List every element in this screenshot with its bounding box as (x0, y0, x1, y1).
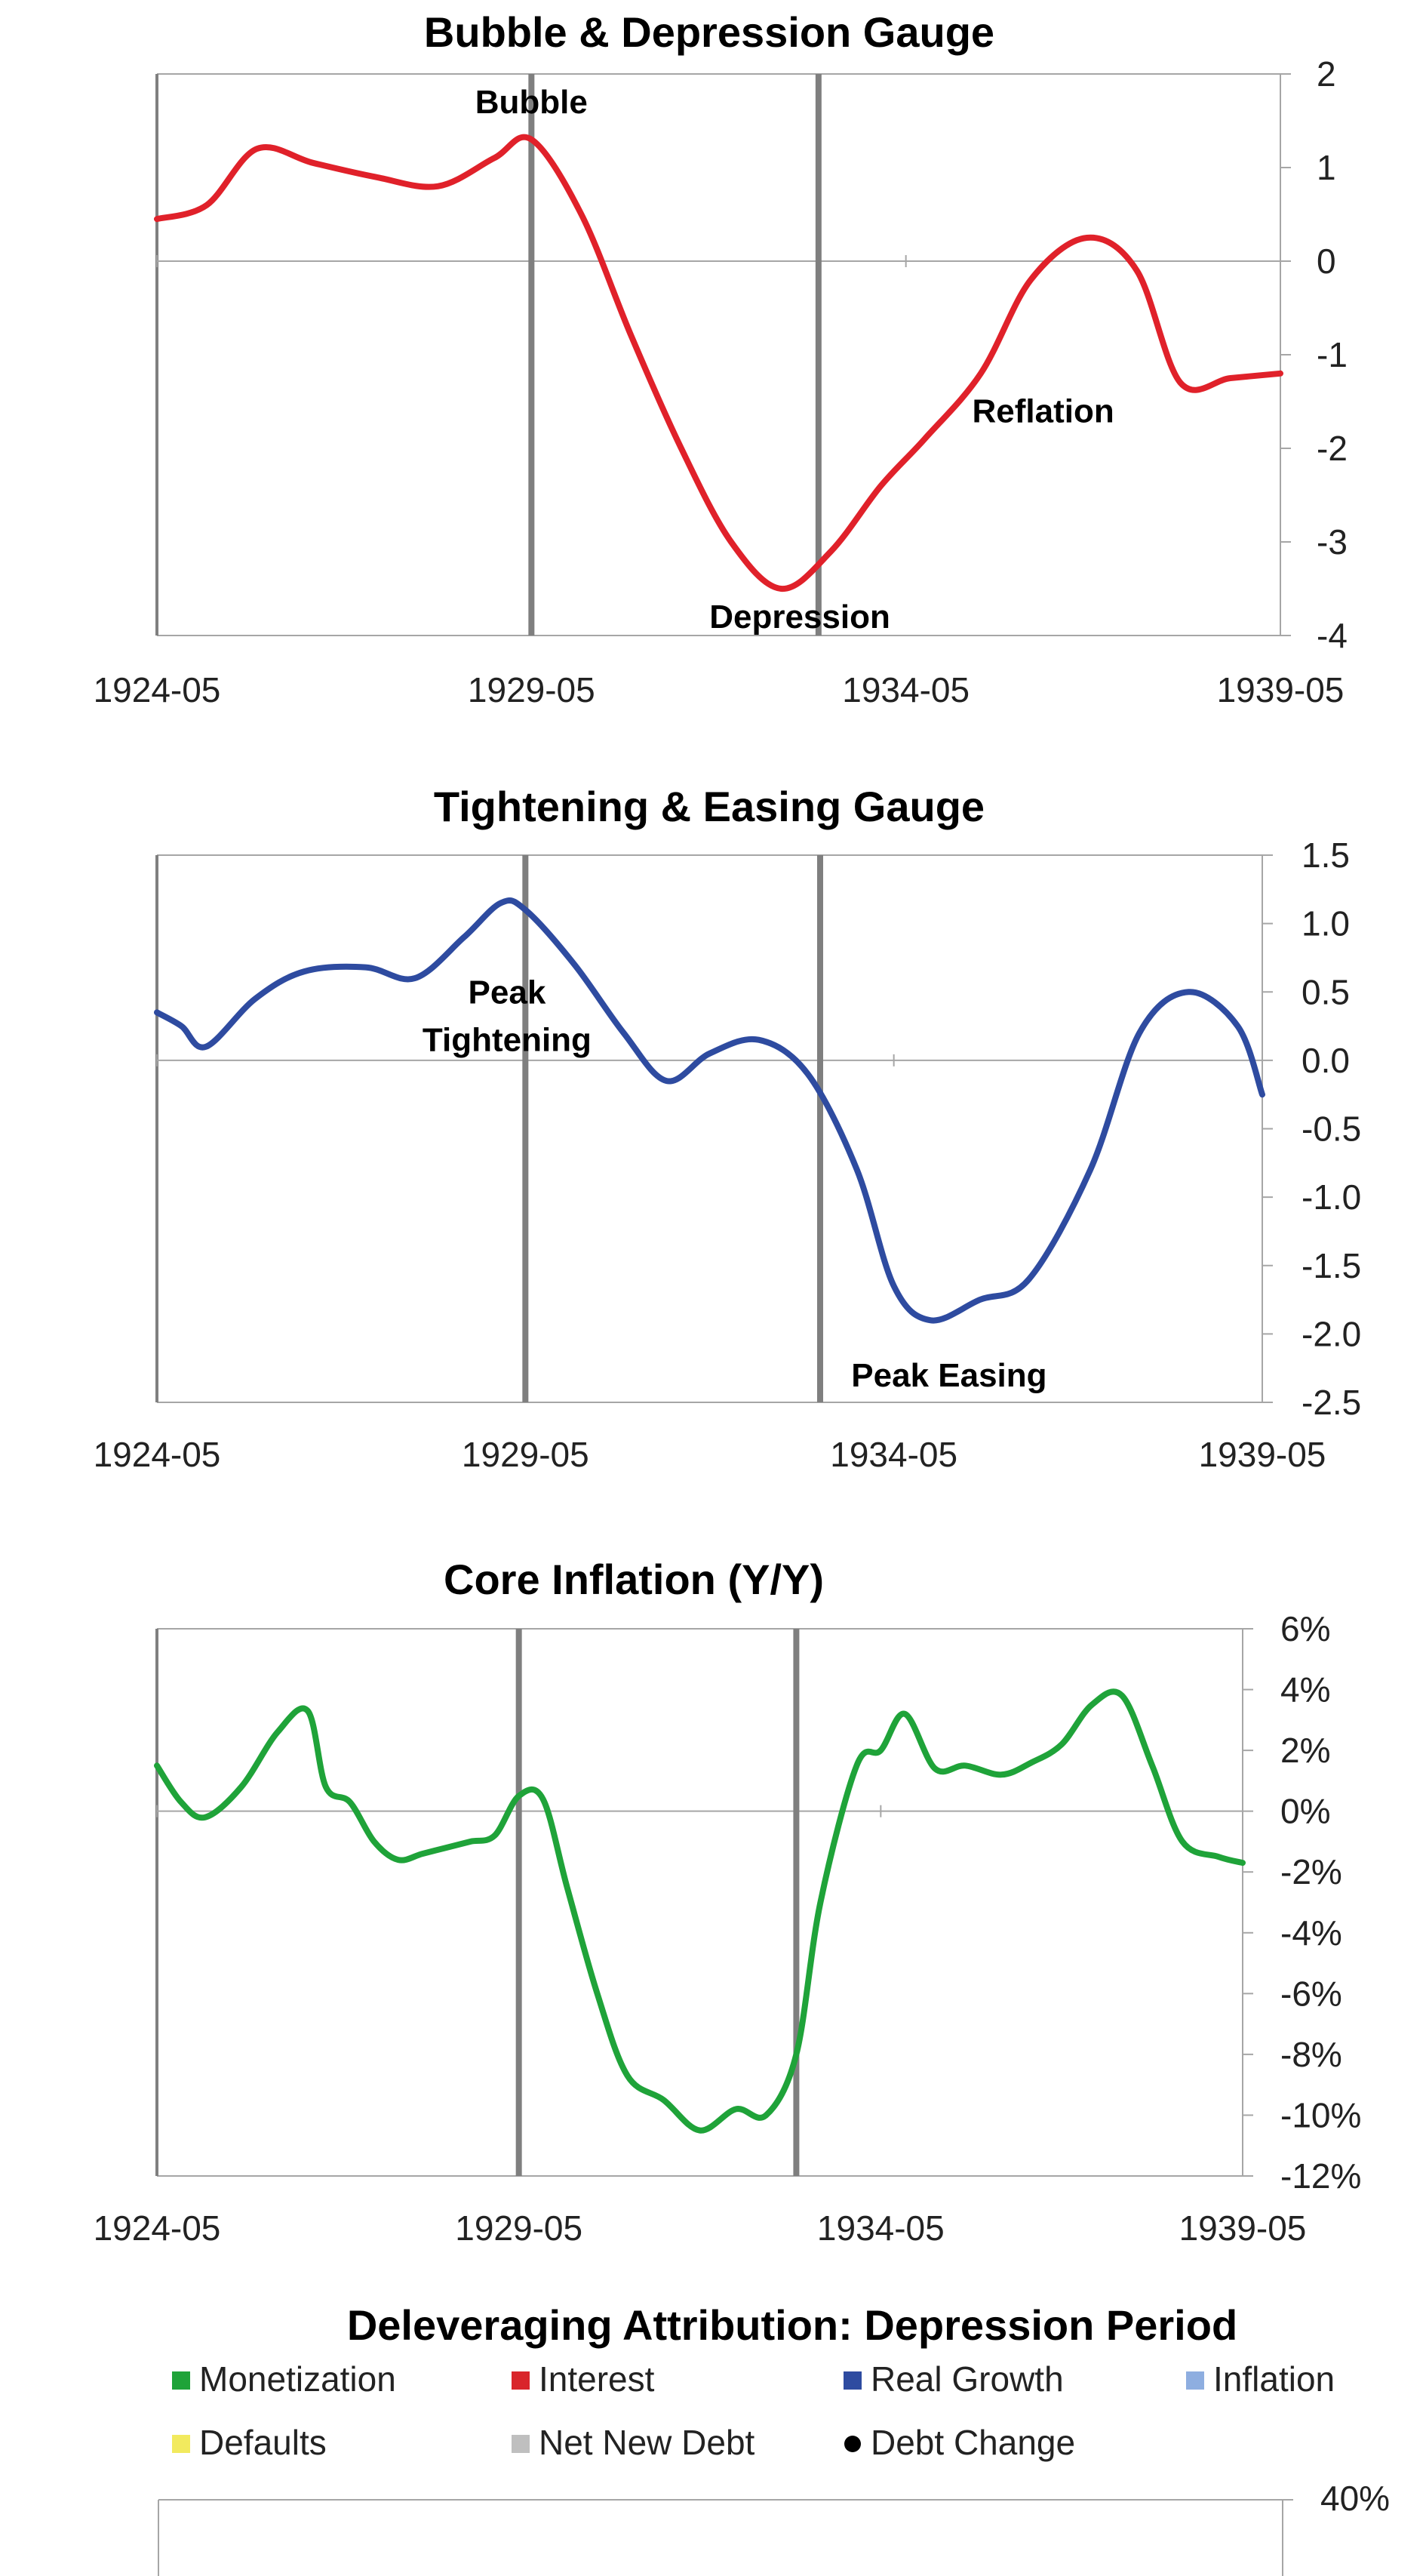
y-tick-label: -4% (1280, 1913, 1342, 1953)
y-tick-label: -2.5 (1302, 1383, 1361, 1422)
legend-marker-square (172, 2435, 190, 2453)
y-tick-label: 40% (1320, 2479, 1390, 2518)
legend-marker-square (512, 2371, 530, 2390)
x-tick-label: 1934-05 (817, 2208, 945, 2248)
y-tick-label: -2% (1280, 1852, 1342, 1891)
y-tick-label: 2 (1317, 54, 1336, 94)
legend-item-label: Inflation (1213, 2359, 1335, 2399)
chart-title: Bubble & Depression Gauge (424, 8, 994, 56)
chart-panel-4: Deleveraging Attribution: Depression Per… (158, 2301, 1390, 2576)
y-tick-label: 6% (1280, 1609, 1330, 1648)
y-tick-label: -1.5 (1302, 1246, 1361, 1285)
annotation-label: Bubble (475, 84, 588, 121)
y-tick-label: 1.5 (1302, 836, 1350, 875)
chart-panel-3: Core Inflation (Y/Y) 6% 4% 2% 0% -2% -4% -6% -8%… (94, 1556, 1362, 2248)
y-tick-label: 2% (1280, 1731, 1330, 1770)
y-tick-label: -8% (1280, 2035, 1342, 2074)
x-tick-label: 1934-05 (842, 670, 970, 709)
y-tick-label: -2 (1317, 429, 1348, 468)
series-line-1 (154, 897, 1265, 1324)
y-tick-label: 1.0 (1302, 904, 1350, 943)
legend-item-label: Debt Change (871, 2423, 1075, 2462)
x-tick-label: 1929-05 (462, 1435, 589, 1474)
annotation-label: Peak Easing (851, 1357, 1046, 1394)
y-tick-label: -3 (1317, 522, 1348, 562)
x-tick-label: 1929-05 (455, 2208, 582, 2248)
x-tick-label: 1924-05 (94, 670, 221, 709)
x-tick-label: 1924-05 (94, 2208, 221, 2248)
y-tick-label: -1.0 (1302, 1177, 1361, 1217)
legend-marker-circle (844, 2436, 861, 2452)
legend-marker-square (1186, 2371, 1204, 2390)
series-line-1 (154, 134, 1283, 592)
x-tick-label: 1929-05 (468, 670, 595, 709)
chart-title: Core Inflation (Y/Y) (444, 1556, 824, 1603)
y-tick-label: -6% (1280, 1974, 1342, 2013)
x-tick-label: 1939-05 (1217, 670, 1345, 709)
y-tick-label: -12% (1280, 2156, 1361, 2196)
chart-panel-2: Tightening & Easing Gauge 1.5 1.0 0.5 0.0 -0.… (94, 783, 1362, 1474)
annotation-label: Reflation (973, 392, 1114, 429)
legend-item-label: Monetization (199, 2359, 396, 2399)
x-tick-label: 1939-05 (1199, 1435, 1326, 1474)
y-tick-label: 0% (1280, 1792, 1330, 1831)
y-tick-label: 0 (1317, 242, 1336, 281)
series-line-1 (154, 1688, 1246, 2134)
annotation-label: Peak (469, 974, 546, 1011)
annotation-label: Depression (709, 599, 890, 636)
legend-marker-square (512, 2435, 530, 2453)
chart-title: Tightening & Easing Gauge (434, 783, 985, 830)
legend-marker-square (172, 2371, 190, 2390)
chart-title: Deleveraging Attribution: Depression Per… (347, 2301, 1237, 2349)
legend-item-label: Interest (539, 2359, 655, 2399)
legend-marker-square (844, 2371, 862, 2390)
y-tick-label: 4% (1280, 1670, 1330, 1710)
legend-item-label: Real Growth (871, 2359, 1064, 2399)
y-tick-label: -0.5 (1302, 1109, 1361, 1149)
x-tick-label: 1934-05 (830, 1435, 957, 1474)
y-tick-label: -1 (1317, 335, 1348, 374)
annotation-label: Tightening (423, 1022, 592, 1059)
x-tick-label: 1939-05 (1179, 2208, 1307, 2248)
legend-item-label: Net New Debt (539, 2423, 755, 2462)
chart-panel-1: Bubble & Depression Gauge 2 1 0 -1 -2 -3 -4 1924… (94, 8, 1348, 709)
legend-item-label: Defaults (199, 2423, 327, 2462)
y-tick-label: 1 (1317, 148, 1336, 187)
y-tick-label: -10% (1280, 2095, 1361, 2134)
y-tick-label: -2.0 (1302, 1314, 1361, 1353)
x-tick-label: 1924-05 (94, 1435, 221, 1474)
y-tick-label: 0.5 (1302, 972, 1350, 1011)
y-tick-label: 0.0 (1302, 1041, 1350, 1080)
y-tick-label: -4 (1317, 616, 1348, 655)
